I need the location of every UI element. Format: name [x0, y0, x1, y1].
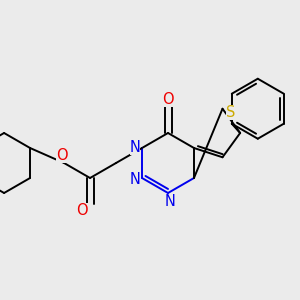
- Text: O: O: [162, 92, 174, 106]
- Text: N: N: [165, 194, 176, 208]
- Text: O: O: [56, 148, 68, 163]
- Text: N: N: [130, 140, 140, 154]
- Text: N: N: [130, 172, 140, 188]
- Text: O: O: [76, 203, 88, 218]
- Text: S: S: [226, 105, 235, 120]
